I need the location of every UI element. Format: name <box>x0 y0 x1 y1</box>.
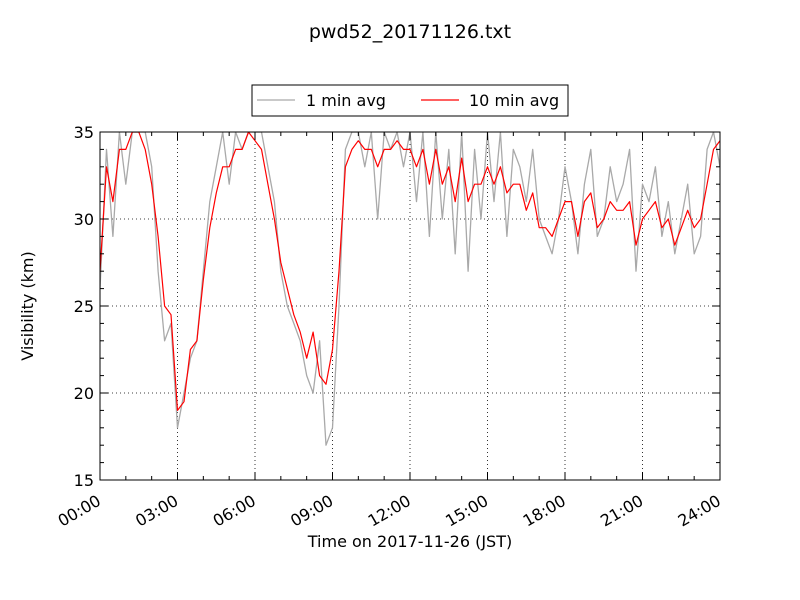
x-tick-label: 18:00 <box>520 491 569 531</box>
series-layer <box>100 132 720 446</box>
grid <box>100 132 720 480</box>
x-tick-label: 00:00 <box>55 491 104 531</box>
legend-label-10min: 10 min avg <box>469 91 559 110</box>
y-tick-label: 20 <box>74 384 94 403</box>
x-tick-label: 09:00 <box>287 491 336 531</box>
x-axis-label: Time on 2017-11-26 (JST) <box>307 532 512 551</box>
legend-label-1min: 1 min avg <box>306 91 386 110</box>
x-tick-label: 12:00 <box>365 491 414 531</box>
chart-title: pwd52_20171126.txt <box>309 21 511 43</box>
y-tick-label: 15 <box>74 471 94 490</box>
series-line-1min <box>100 132 720 446</box>
x-tick-label: 06:00 <box>210 491 259 531</box>
y-axis-label: Visibility (km) <box>18 251 37 360</box>
x-tick-label: 15:00 <box>442 491 491 531</box>
y-tick-label: 25 <box>74 297 94 316</box>
y-tick-label: 35 <box>74 123 94 142</box>
x-tick-label: 24:00 <box>675 491 724 531</box>
legend-box <box>251 84 569 117</box>
x-tick-label: 03:00 <box>132 491 181 531</box>
series-line-10min <box>100 132 720 411</box>
ticks <box>99 131 721 481</box>
x-tick-label: 21:00 <box>597 491 646 531</box>
legend: 1 min avg 10 min avg <box>251 84 569 117</box>
y-tick-label: 30 <box>74 210 94 229</box>
